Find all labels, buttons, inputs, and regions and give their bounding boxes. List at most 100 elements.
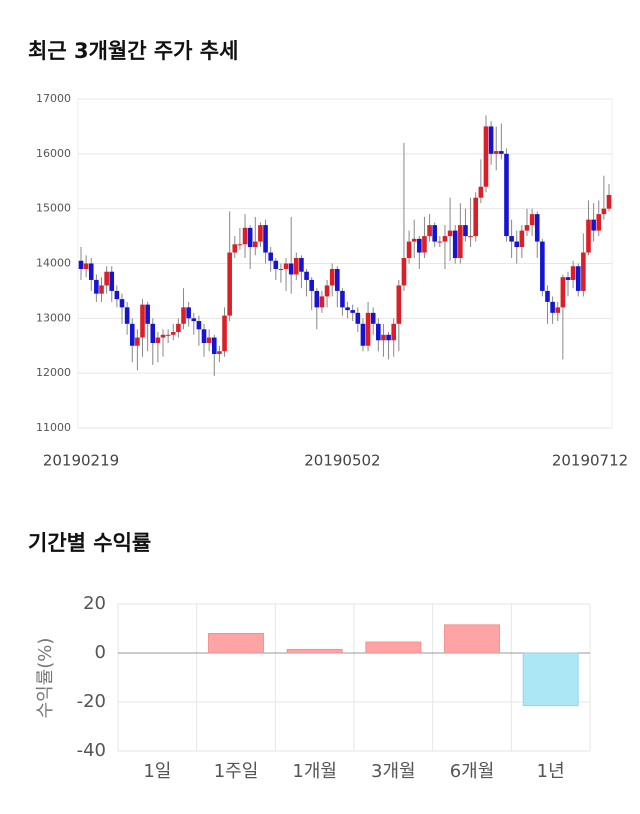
candle-body [278,268,284,270]
bar [208,633,264,654]
candle-body [381,334,386,341]
candle-body [186,307,191,319]
candle-body [329,268,335,286]
candle-body [499,151,504,154]
candle-body [586,219,591,253]
y-axis-label: 수익률(%) [35,638,56,719]
chart-title: 최근 3개월간 주가 추세 [28,39,238,63]
candle-body [555,307,561,313]
candle-body [401,258,407,286]
candle-body [452,230,458,259]
candle-body [196,321,202,330]
candle-body [427,225,432,237]
candle-body [165,334,171,336]
candle-body [560,277,566,308]
candle-body [206,337,212,344]
candle-body [294,258,299,275]
candle-body [411,238,417,242]
candle-body [519,230,525,248]
candle-body [376,323,381,341]
x-tick-label: 20190502 [304,452,380,470]
bar [522,652,579,707]
y-tick-label: 0 [95,642,106,663]
candle-body [319,296,325,308]
y-tick-label: 13000 [36,311,71,324]
x-tick-label: 1일 [143,761,171,782]
y-tick-label: 14000 [36,257,71,270]
candle-body [493,151,499,154]
candle-body [160,334,166,338]
candle-body [529,214,535,226]
candle-body [181,307,186,324]
y-tick-label: -40 [77,740,106,761]
candle-body [268,252,273,261]
candle-body [463,225,468,237]
candle-body [370,312,376,324]
x-tick-label: 1주일 [214,761,259,782]
candle-body [478,186,484,198]
candle-body [570,266,576,280]
candle-body [99,285,104,294]
candle-body [109,271,115,291]
candle-body [406,241,412,259]
candle-body [386,334,391,341]
x-tick-label: 6개월 [450,761,495,782]
candle-body [83,263,89,269]
candle-body [273,260,279,269]
candle-body [340,290,345,308]
y-tick-label: -20 [77,691,106,712]
candle-body [355,312,361,324]
x-tick-label: 1년 [537,761,565,782]
x-tick-label: 20190712 [552,452,628,470]
candle-body [540,241,545,291]
y-tick-label: 11000 [36,421,71,434]
candle-body [155,337,161,344]
candle-body [232,244,238,253]
candle-body [242,227,248,245]
candle-body [201,329,207,344]
candle-body [211,337,217,354]
candle-body [94,279,99,294]
candle-body [458,225,463,259]
candle-body [170,332,176,335]
y-tick-label: 12000 [36,366,71,379]
candle-body [288,263,294,275]
candle-body [550,301,555,313]
candle-body [601,208,607,215]
candle-body [150,323,156,344]
candle-body [350,310,355,313]
y-tick-label: 16000 [36,147,71,160]
x-tick-label: 3개월 [371,761,416,782]
candle-body [432,225,438,242]
candle-body [437,241,443,243]
candle-body [391,323,396,341]
candle-body [596,214,602,231]
bar [365,641,422,654]
candle-body [129,323,135,346]
candle-body [488,126,494,154]
candle-body [442,236,448,242]
candle-body [191,318,197,322]
x-tick-label: 1개월 [292,761,337,782]
candle-body [417,238,422,253]
chart-title: 기간별 수익률 [28,531,151,555]
bar [444,624,500,654]
candle-body [258,225,263,242]
candle-body [124,307,130,324]
candle-body [78,260,84,269]
candle-body [473,197,479,237]
candle-body [504,153,509,237]
candle-body [227,252,232,316]
candle-body [509,236,514,242]
candle-body [145,304,150,324]
candle-body [135,337,140,346]
candle-body [247,227,253,248]
candle-body [365,312,371,346]
candle-body [309,279,314,291]
candle-body [422,236,427,253]
y-tick-label: 20 [83,593,106,614]
bar [286,648,343,654]
candle-body [534,214,540,242]
